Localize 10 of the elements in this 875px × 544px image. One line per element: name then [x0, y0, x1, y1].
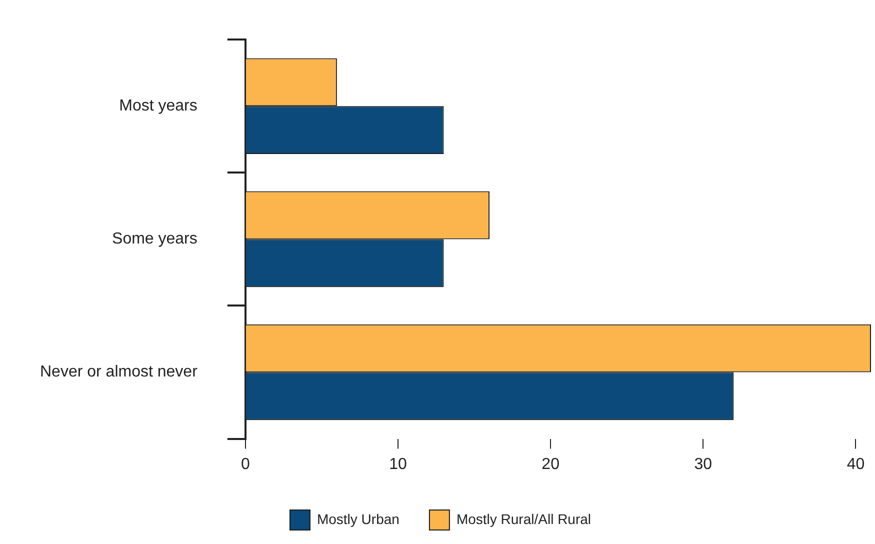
- x-tick-label: 30: [694, 456, 712, 473]
- x-tick-label: 40: [846, 456, 865, 473]
- y-tick-label: Most years: [119, 98, 198, 115]
- y-tick-label: Never or almost never: [40, 364, 198, 381]
- legend-label: Mostly Urban: [316, 510, 400, 527]
- x-tick-label: 10: [389, 456, 407, 473]
- x-tick-label: 0: [240, 456, 250, 473]
- x-tick-label: 20: [542, 456, 560, 473]
- y-tick-label: Some years: [112, 230, 198, 248]
- legend-label: Mostly Rural/All Rural: [456, 510, 592, 527]
